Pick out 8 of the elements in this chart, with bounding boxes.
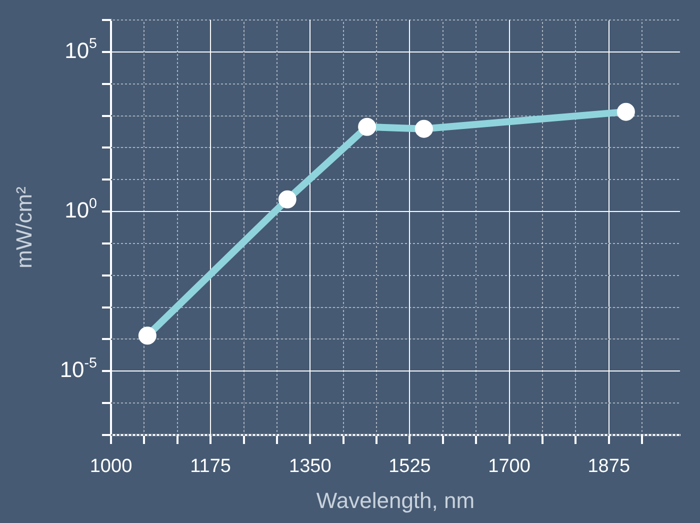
x-tick-label: 1350	[289, 456, 332, 478]
x-tick-label: 1700	[488, 456, 530, 478]
x-tick-label: 1000	[90, 456, 132, 478]
x-tick-label: 1875	[588, 456, 630, 478]
x-axis-title: Wavelength, nm	[316, 488, 475, 513]
x-tick-label: 1175	[190, 456, 232, 478]
x-tick-label: 1525	[388, 456, 431, 478]
y-axis-title: mW/cm²	[11, 186, 36, 268]
